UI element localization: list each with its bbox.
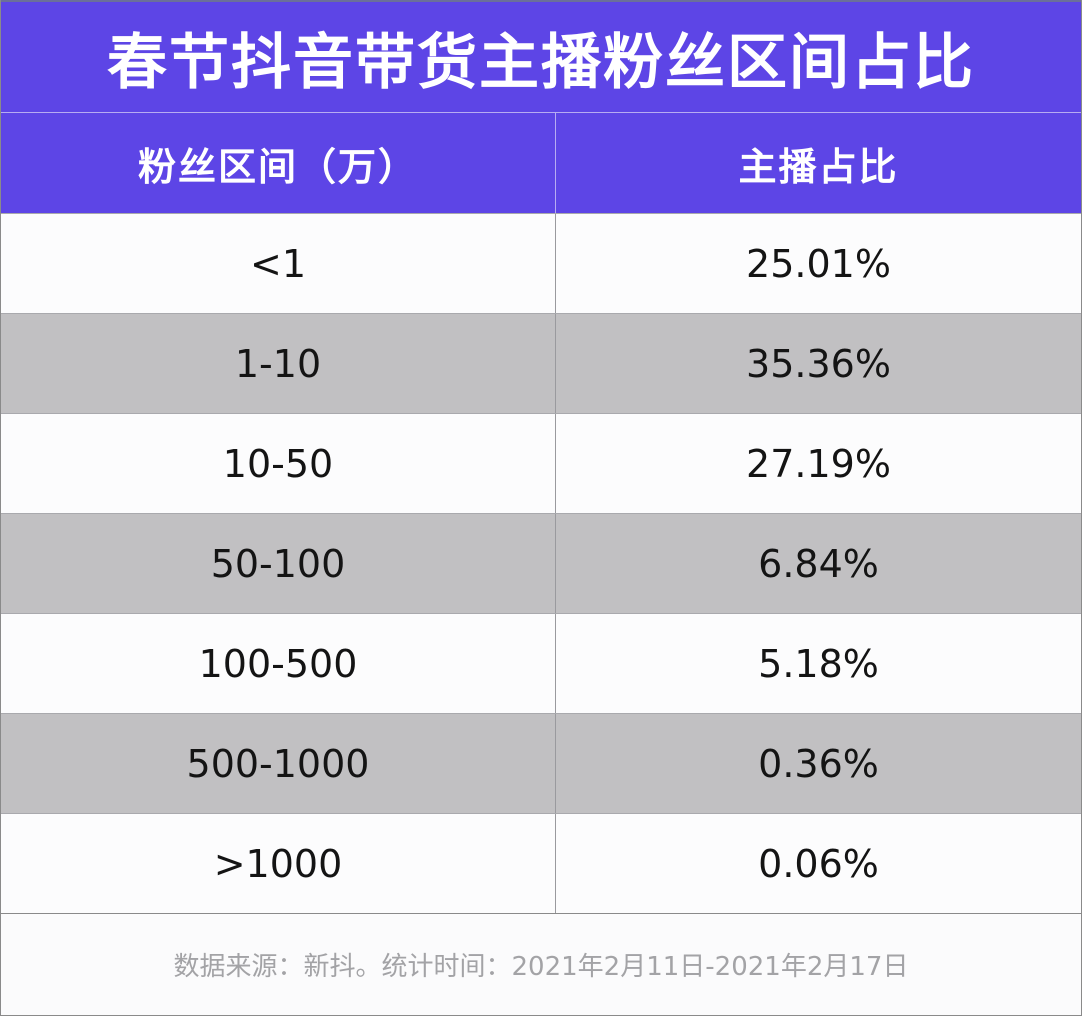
- share-cell: 5.18%: [758, 641, 879, 686]
- share-cell: 6.84%: [758, 541, 879, 586]
- header-streamer-share: 主播占比: [738, 144, 899, 189]
- table-row: 10-50 27.19%: [1, 413, 1081, 513]
- fan-range-cell: <1: [1, 214, 556, 313]
- fan-range-cell: 100-500: [1, 614, 556, 713]
- fan-range-cell: 1-10: [1, 314, 556, 413]
- fan-range-cell: 50-100: [1, 514, 556, 613]
- source-note: 数据来源：新抖。统计时间：2021年2月11日-2021年2月17日: [173, 952, 909, 982]
- table-row: 50-100 6.84%: [1, 513, 1081, 613]
- share-cell: 35.36%: [746, 341, 891, 386]
- table-row: <1 25.01%: [1, 213, 1081, 313]
- title-band: 春节抖音带货主播粉丝区间占比: [1, 0, 1081, 112]
- share-cell: 27.19%: [746, 441, 891, 486]
- table-title: 春节抖音带货主播粉丝区间占比: [107, 27, 975, 98]
- table-row: 500-1000 0.36%: [1, 713, 1081, 813]
- share-cell: 25.01%: [746, 241, 891, 286]
- source-footer: 数据来源：新抖。统计时间：2021年2月11日-2021年2月17日: [1, 913, 1081, 1016]
- header-fan-range: 粉丝区间（万）: [1, 113, 556, 213]
- table-row: 100-500 5.18%: [1, 613, 1081, 713]
- table-row: 1-10 35.36%: [1, 313, 1081, 413]
- share-cell: 0.06%: [758, 841, 879, 886]
- table-row: >1000 0.06%: [1, 813, 1081, 913]
- fan-range-cell: 500-1000: [1, 714, 556, 813]
- fan-range-cell: 10-50: [1, 414, 556, 513]
- share-cell: 0.36%: [758, 741, 879, 786]
- fan-range-cell: >1000: [1, 814, 556, 913]
- table-header-row: 粉丝区间（万） 主播占比: [1, 112, 1081, 213]
